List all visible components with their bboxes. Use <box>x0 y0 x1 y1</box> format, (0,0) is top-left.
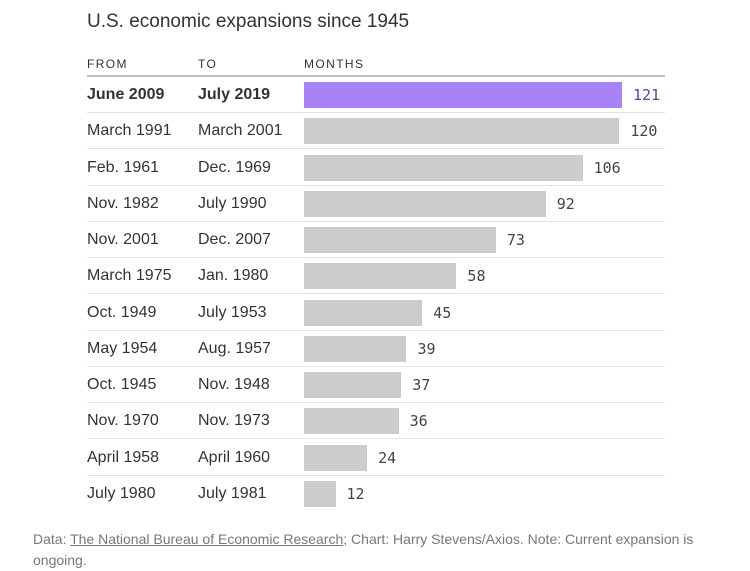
table-row: March 1975 Jan. 1980 58 <box>0 258 750 295</box>
bar-value-label: 92 <box>556 194 575 213</box>
table-row: Oct. 1949 July 1953 45 <box>0 295 750 331</box>
bar-value-label: 45 <box>433 303 452 322</box>
bar-value-label: 120 <box>630 122 658 141</box>
row-from-date: June 2009 <box>87 86 165 103</box>
bar-value-label: 106 <box>593 158 621 177</box>
table-row: Nov. 1982 July 1990 92 <box>0 186 750 222</box>
row-to-date: July 1981 <box>198 484 267 502</box>
bar-value-label: 121 <box>633 86 661 104</box>
row-from-date: April 1958 <box>87 448 160 466</box>
row-to-date: July 2019 <box>198 86 271 103</box>
row-from-date: Nov. 2001 <box>87 231 159 248</box>
table-row: April 1958 April 1960 24 <box>0 440 750 476</box>
bar <box>304 408 399 435</box>
row-from-date: May 1954 <box>87 339 158 357</box>
row-divider <box>87 220 665 222</box>
row-to-date: April 1960 <box>198 448 271 466</box>
row-to-date: March 2001 <box>198 122 283 140</box>
bar <box>304 372 402 398</box>
bar <box>304 299 423 326</box>
row-to-date: Jan. 1980 <box>198 267 269 285</box>
row-to-date: July 1953 <box>198 303 267 321</box>
table-row: Nov. 1970 Nov. 1973 36 <box>0 403 750 440</box>
bar-value-label: 37 <box>412 376 431 394</box>
column-header-months: MONTHS <box>304 57 365 71</box>
row-to-date: Dec. 2007 <box>198 231 271 248</box>
row-divider <box>87 329 665 331</box>
bar <box>304 190 546 217</box>
bar-value-label: 73 <box>506 231 525 249</box>
row-from-date: Nov. 1970 <box>87 412 159 430</box>
table-row: Nov. 2001 Dec. 2007 73 <box>0 222 750 258</box>
bar-value-label: 36 <box>409 412 428 431</box>
row-divider <box>87 402 665 403</box>
bar <box>304 82 622 108</box>
row-to-date: Aug. 1957 <box>198 339 271 357</box>
row-divider <box>87 184 665 186</box>
bar <box>304 480 336 507</box>
chart-title: U.S. economic expansions since 1945 <box>87 11 410 32</box>
row-from-date: July 1980 <box>87 484 156 502</box>
row-divider <box>87 112 665 113</box>
table-row: June 2009 July 2019 121 <box>0 77 750 113</box>
bar <box>304 444 368 471</box>
footer-data-label: Data: <box>33 531 71 547</box>
header-divider <box>87 75 665 77</box>
bar-value-label: 12 <box>346 484 365 503</box>
row-from-date: Nov. 1982 <box>87 194 159 212</box>
footer-note: ; Chart: Harry Stevens/Axios. Note: Curr… <box>33 531 694 568</box>
row-divider <box>87 365 665 367</box>
source-link[interactable]: The National Bureau of Economic Research <box>70 531 344 547</box>
bar-value-label: 24 <box>378 448 397 467</box>
table-row: Feb. 1961 Dec. 1969 106 <box>0 150 750 186</box>
row-from-date: March 1975 <box>87 267 172 285</box>
bar <box>304 263 457 290</box>
bar <box>304 118 620 145</box>
row-divider <box>87 293 665 295</box>
bar <box>304 335 407 362</box>
row-divider <box>87 474 665 476</box>
table-row: July 1980 July 1981 12 <box>0 476 750 512</box>
bar-value-label: 39 <box>417 339 436 358</box>
row-from-date: Oct. 1949 <box>87 303 157 321</box>
bar-value-label: 58 <box>467 267 486 286</box>
row-divider <box>87 257 665 258</box>
column-header-from: FROM <box>87 57 128 71</box>
table-row: March 1991 March 2001 120 <box>0 113 750 150</box>
row-divider <box>87 148 665 150</box>
row-to-date: July 1990 <box>198 194 267 212</box>
bar <box>304 227 496 253</box>
row-from-date: Oct. 1945 <box>87 376 157 393</box>
chart-footer: Data: The National Bureau of Economic Re… <box>33 529 723 571</box>
row-to-date: Nov. 1948 <box>198 376 270 393</box>
table-row: Oct. 1945 Nov. 1948 37 <box>0 367 750 403</box>
row-from-date: Feb. 1961 <box>87 158 160 176</box>
row-to-date: Dec. 1969 <box>198 158 271 176</box>
row-divider <box>87 438 665 440</box>
table-row: May 1954 Aug. 1957 39 <box>0 331 750 367</box>
bar <box>304 154 583 181</box>
row-to-date: Nov. 1973 <box>198 412 270 430</box>
row-from-date: March 1991 <box>87 122 172 140</box>
column-header-to: TO <box>198 57 218 71</box>
